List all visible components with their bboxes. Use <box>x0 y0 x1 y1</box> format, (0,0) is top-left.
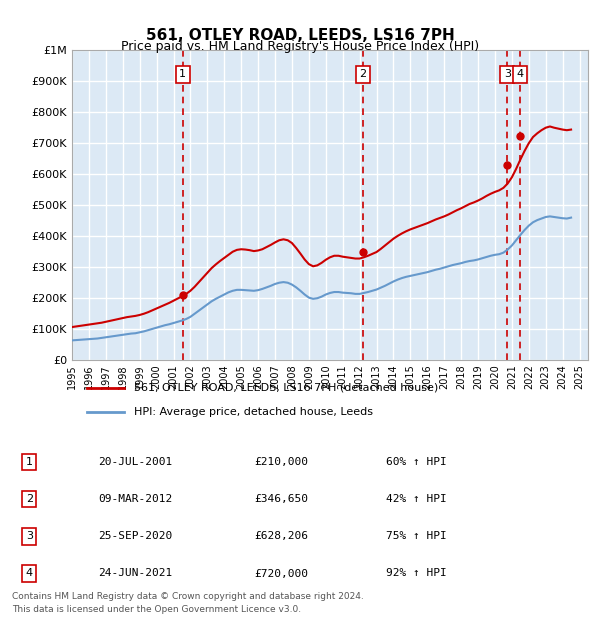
Text: 75% ↑ HPI: 75% ↑ HPI <box>386 531 447 541</box>
Text: £720,000: £720,000 <box>254 569 308 578</box>
Text: 561, OTLEY ROAD, LEEDS, LS16 7PH (detached house): 561, OTLEY ROAD, LEEDS, LS16 7PH (detach… <box>134 383 438 392</box>
Text: £346,650: £346,650 <box>254 494 308 504</box>
Text: 2: 2 <box>359 69 366 79</box>
Text: 09-MAR-2012: 09-MAR-2012 <box>98 494 173 504</box>
Text: 42% ↑ HPI: 42% ↑ HPI <box>386 494 447 504</box>
Text: 4: 4 <box>517 69 524 79</box>
Text: 25-SEP-2020: 25-SEP-2020 <box>98 531 173 541</box>
Text: Price paid vs. HM Land Registry's House Price Index (HPI): Price paid vs. HM Land Registry's House … <box>121 40 479 53</box>
Text: £628,206: £628,206 <box>254 531 308 541</box>
Text: 561, OTLEY ROAD, LEEDS, LS16 7PH: 561, OTLEY ROAD, LEEDS, LS16 7PH <box>146 28 454 43</box>
Text: 2: 2 <box>26 494 33 504</box>
Text: Contains HM Land Registry data © Crown copyright and database right 2024.
This d: Contains HM Land Registry data © Crown c… <box>12 592 364 614</box>
Text: 4: 4 <box>26 569 33 578</box>
Text: 92% ↑ HPI: 92% ↑ HPI <box>386 569 447 578</box>
Text: 1: 1 <box>179 69 187 79</box>
Text: 1: 1 <box>26 457 33 467</box>
Text: HPI: Average price, detached house, Leeds: HPI: Average price, detached house, Leed… <box>134 407 373 417</box>
Text: 3: 3 <box>26 531 33 541</box>
Text: 20-JUL-2001: 20-JUL-2001 <box>98 457 173 467</box>
Text: 24-JUN-2021: 24-JUN-2021 <box>98 569 173 578</box>
Text: 60% ↑ HPI: 60% ↑ HPI <box>386 457 447 467</box>
Text: £210,000: £210,000 <box>254 457 308 467</box>
Text: 3: 3 <box>504 69 511 79</box>
